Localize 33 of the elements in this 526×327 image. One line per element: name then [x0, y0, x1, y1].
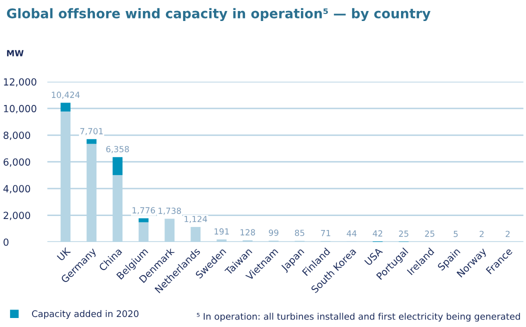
bar	[138, 218, 149, 222]
total-label: 25	[399, 230, 408, 237]
total-label: 2	[480, 230, 484, 238]
total-label: 128	[240, 229, 256, 236]
bar	[112, 157, 123, 176]
y-tick-label: 8,000	[4, 132, 30, 140]
bar	[86, 139, 97, 144]
y-tick-label: 12,000	[4, 78, 36, 87]
total-label: 99	[268, 230, 278, 236]
total-label: 71	[321, 230, 330, 236]
y-tick-label: 0	[4, 238, 8, 246]
total-label: 5	[454, 230, 458, 238]
total-label: 2	[506, 230, 510, 238]
total-label: 10,424	[52, 92, 80, 99]
total-label: 42	[372, 230, 382, 236]
total-label: 44	[346, 230, 357, 236]
legend-label: Capacity added in 2020	[32, 310, 138, 319]
total-label: 1,124	[184, 216, 208, 224]
text: ⁵ In operation: all turbines installed and first electricity being generated	[196, 312, 520, 322]
total-label: 1,776	[132, 207, 155, 214]
chart-title: Global offshore wind capacity in operation⁵ — by country	[6, 8, 430, 22]
y-tick-label: 10,000	[4, 104, 36, 114]
total-label: 25	[425, 230, 434, 237]
bar	[60, 102, 70, 112]
total-label: 7,701	[80, 128, 103, 136]
y-axis-title: MW	[7, 50, 24, 56]
y-tick-label: 6,000	[4, 158, 30, 167]
y-tick-label: 2,000	[4, 212, 30, 220]
y-tick-label: 4,000	[3, 185, 30, 194]
total-label: 6,358	[106, 146, 129, 154]
total-label: 191	[214, 228, 229, 235]
total-label: 1,738	[158, 208, 181, 215]
total-label: 85	[294, 230, 304, 236]
